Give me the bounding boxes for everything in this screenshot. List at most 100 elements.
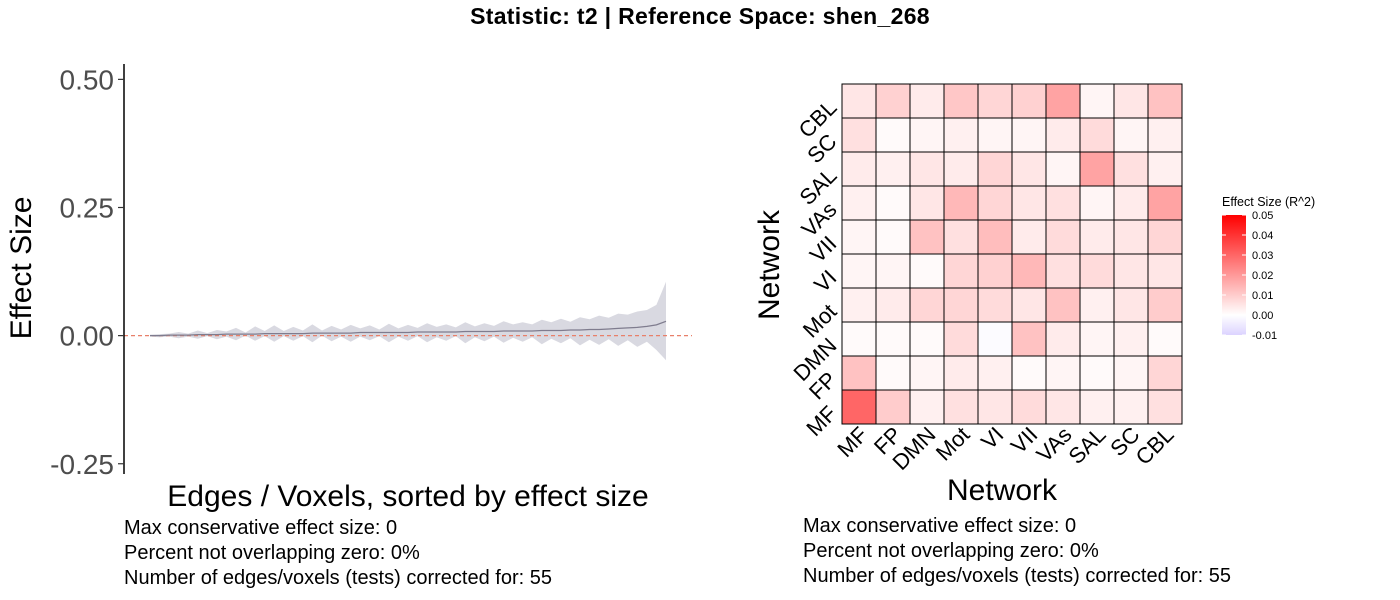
heatmap-cell	[909, 117, 945, 153]
heatmap-cell	[841, 83, 877, 119]
heatmap-cell	[1079, 287, 1115, 323]
legend-tick-label: 0.03	[1252, 250, 1273, 262]
heatmap-cell	[1147, 83, 1183, 119]
heatmap-cell	[1147, 219, 1183, 255]
heatmap-cell	[875, 321, 911, 357]
legend-tick-label: 0.02	[1252, 270, 1273, 282]
heatmap-cell	[1011, 117, 1047, 153]
heatmap-cell	[977, 321, 1013, 357]
heatmap-cell	[1045, 389, 1081, 425]
heatmap-cell	[977, 117, 1013, 153]
legend-tick-label: 0.04	[1252, 230, 1273, 242]
heatmap-cell	[1079, 117, 1115, 153]
heatmap-cell	[977, 355, 1013, 391]
heatmap-cell	[875, 151, 911, 187]
heatmap-cell	[977, 83, 1013, 119]
y-tick-label: VI	[809, 265, 841, 297]
heatmap-cell	[977, 219, 1013, 255]
heatmap-cell	[1045, 83, 1081, 119]
heatmap-cell	[841, 321, 877, 357]
y-tick-label: Mot	[798, 299, 842, 343]
heatmap-cell	[1147, 253, 1183, 289]
heatmap-cell	[841, 219, 877, 255]
heatmap-cell	[909, 185, 945, 221]
heatmap-cell	[1113, 355, 1149, 391]
right-note-count: Number of edges/voxels (tests) corrected…	[803, 565, 1231, 587]
heatmap-cell	[1113, 287, 1149, 323]
heatmap-cell	[943, 287, 979, 323]
x-tick-label: VI	[976, 422, 1008, 454]
heatmap-cell	[1079, 253, 1115, 289]
heatmap-cell	[1113, 185, 1149, 221]
heatmap-cell	[1113, 321, 1149, 357]
y-tick-label: SAL	[794, 163, 841, 210]
heatmap-cell	[943, 151, 979, 187]
heatmap-cell	[1147, 185, 1183, 221]
heatmap-cell	[943, 83, 979, 119]
heatmap-cell	[1113, 219, 1149, 255]
heatmap-cell	[841, 287, 877, 323]
heatmap-cell	[1079, 83, 1115, 119]
heatmap-cell	[1011, 219, 1047, 255]
line-chart-panel: -0.25 0.00 0.25 0.50 Edges / Voxels, sorted …	[5, 64, 692, 513]
heatmap-cell	[977, 151, 1013, 187]
heatmap-cell	[1113, 83, 1149, 119]
y-tick-label: 0.00	[60, 321, 115, 352]
heatmap-cell	[943, 355, 979, 391]
heatmap-cell	[841, 389, 877, 425]
left-note-percent: Percent not overlapping zero: 0%	[124, 542, 420, 564]
heatmap-cell	[943, 219, 979, 255]
left-notes: Max conservative effect size: 0 Percent …	[124, 516, 552, 591]
heatmap-cell	[1147, 355, 1183, 391]
heatmap-cell	[1045, 151, 1081, 187]
heatmap-cell	[875, 287, 911, 323]
y-tick-label: 0.50	[60, 64, 115, 95]
y-tick-label: -0.25	[50, 449, 114, 480]
heatmap-cell	[909, 389, 945, 425]
heatmap-cell	[943, 321, 979, 357]
y-axis-title: Network	[753, 209, 786, 320]
heatmap-cell	[841, 253, 877, 289]
heatmap-cell	[1113, 151, 1149, 187]
heatmap-cell	[875, 83, 911, 119]
heatmap-cell	[1011, 151, 1047, 187]
heatmap-cell	[875, 117, 911, 153]
heatmap-cell	[909, 355, 945, 391]
legend-tick-label: 0.01	[1252, 290, 1273, 302]
right-note-percent: Percent not overlapping zero: 0%	[803, 540, 1099, 562]
x-tick-label: MF	[832, 422, 872, 462]
heatmap-cell	[1079, 185, 1115, 221]
heatmap-cell	[875, 185, 911, 221]
figure-title: Statistic: t2 | Reference Space: shen_26…	[470, 3, 930, 29]
heatmap-cell	[1113, 389, 1149, 425]
heatmap-cell	[909, 151, 945, 187]
heatmap-cell	[1011, 389, 1047, 425]
heatmap-cell	[1079, 321, 1115, 357]
legend-tick-label: 0.05	[1252, 210, 1273, 222]
heatmap-cell	[977, 185, 1013, 221]
heatmap-cell	[1147, 151, 1183, 187]
heatmap-cell	[841, 151, 877, 187]
heatmap-cell	[841, 355, 877, 391]
heatmap-cell	[909, 83, 945, 119]
heatmap-cell	[909, 321, 945, 357]
heatmap-cell	[1147, 287, 1183, 323]
heatmap-legend: Effect Size (R^2)0.05 0.04 0.03 0.02 0.01 0.0…	[1222, 195, 1315, 342]
heatmap-cell	[1045, 219, 1081, 255]
heatmap-cell	[875, 389, 911, 425]
heatmap-cell	[841, 185, 877, 221]
heatmap-cell	[909, 219, 945, 255]
heatmap-cell	[943, 253, 979, 289]
heatmap-cell	[1011, 321, 1047, 357]
heatmap-cell	[1045, 287, 1081, 323]
legend-tick-label: -0.01	[1252, 330, 1277, 342]
heatmap-cell	[1079, 389, 1115, 425]
heatmap-cell	[1011, 185, 1047, 221]
heatmap-cell	[977, 389, 1013, 425]
heatmap-cell	[875, 219, 911, 255]
heatmap-cell	[875, 355, 911, 391]
left-note-count: Number of edges/voxels (tests) corrected…	[124, 567, 552, 589]
heatmap-cell	[1045, 117, 1081, 153]
heatmap-cell	[1011, 253, 1047, 289]
